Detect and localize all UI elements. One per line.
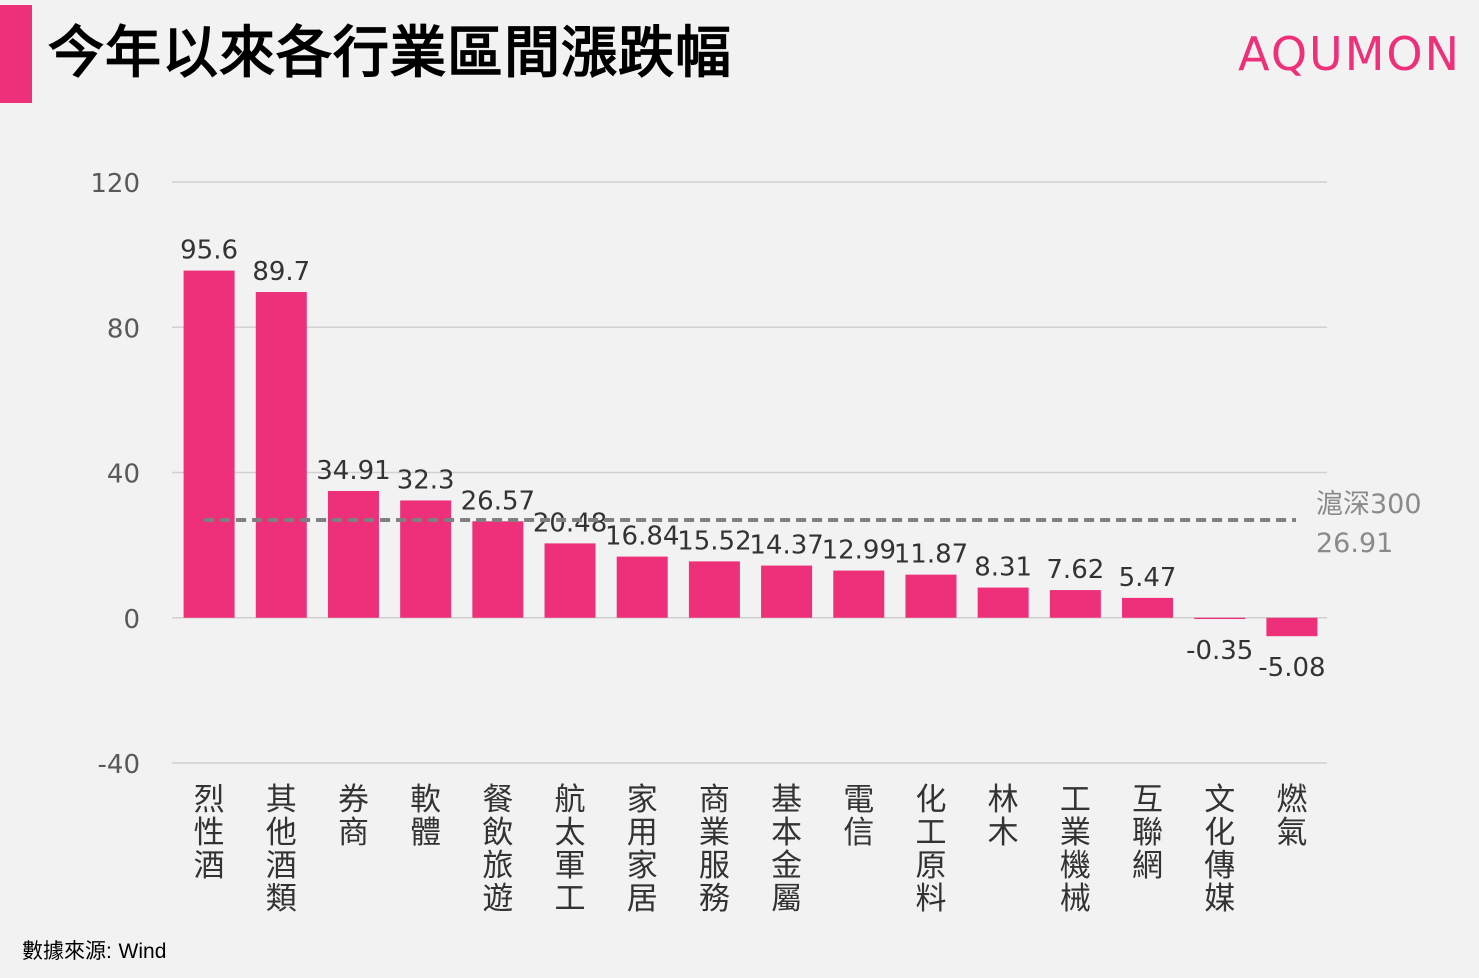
x-category-label: 文化傳媒 <box>1204 782 1235 917</box>
x-category-label: 工業機械 <box>1060 782 1091 917</box>
bar-value-label: 26.57 <box>461 486 535 516</box>
bar-value-label: 89.7 <box>252 257 310 287</box>
x-category-label: 券商 <box>338 782 369 851</box>
y-tick-label: 40 <box>107 460 140 490</box>
data-source: 數據來源: Wind <box>22 936 166 967</box>
bar <box>1194 617 1246 620</box>
x-category-label: 化工原料 <box>915 782 946 917</box>
bar-value-label: 8.31 <box>974 553 1032 583</box>
bar <box>977 587 1029 618</box>
bar <box>833 570 885 618</box>
bar-value-label: 11.87 <box>894 540 968 570</box>
bar <box>1122 597 1174 618</box>
bar <box>544 543 596 618</box>
bar-value-label: -0.35 <box>1186 636 1253 666</box>
x-category-label: 商業服務 <box>699 782 730 917</box>
x-category-label: 烈性酒 <box>194 782 225 884</box>
x-category-label: 互聯網 <box>1132 782 1163 884</box>
bar <box>183 270 235 618</box>
x-category-label: 軟體 <box>410 782 441 851</box>
bar-value-label: 14.37 <box>749 531 823 561</box>
y-tick-label: -40 <box>98 750 140 780</box>
reference-value-label: 26.91 <box>1316 528 1393 559</box>
x-category-label: 基本金屬 <box>771 782 802 917</box>
title-accent-bar <box>0 5 32 103</box>
bar <box>255 292 307 618</box>
chart-title: 今年以來各行業區間漲跌幅 <box>48 21 732 86</box>
x-category-label: 燃氣 <box>1276 782 1307 851</box>
bar-value-label: 12.99 <box>822 536 896 566</box>
y-tick-label: 0 <box>123 605 140 635</box>
bar <box>1266 617 1318 637</box>
bar-value-label: 7.62 <box>1046 555 1104 585</box>
x-category-label: 其他酒類 <box>266 782 297 917</box>
bar <box>905 574 957 618</box>
bar-value-label: 16.84 <box>605 522 679 552</box>
bar <box>400 500 452 618</box>
bar-value-label: 20.48 <box>533 508 607 538</box>
x-category-label: 餐飲旅遊 <box>482 782 513 917</box>
y-tick-label: 120 <box>90 169 140 199</box>
bar-value-label: 95.6 <box>180 236 238 266</box>
bar-value-label: 15.52 <box>677 526 751 556</box>
x-category-label: 航太軍工 <box>555 782 586 917</box>
bar <box>616 556 668 618</box>
y-tick-label: 80 <box>107 314 140 344</box>
data-source-value: Wind <box>118 940 167 963</box>
bar <box>688 561 740 618</box>
bar-value-label: 34.91 <box>316 456 390 486</box>
x-category-label: 家用家居 <box>627 782 658 917</box>
x-category-label: 電信 <box>843 782 874 851</box>
bar <box>761 565 813 618</box>
bar-value-label: 5.47 <box>1119 563 1177 593</box>
x-category-label: 林木 <box>988 782 1019 851</box>
data-source-label: 數據來源: <box>22 940 112 963</box>
bar <box>327 490 379 618</box>
bar-value-label: -5.08 <box>1258 653 1325 683</box>
reference-name-label: 滬深300 <box>1316 489 1422 520</box>
brand-logo: AQUMON <box>1238 27 1461 81</box>
bar <box>1049 590 1101 618</box>
bar <box>472 521 524 618</box>
bar-value-label: 32.3 <box>397 465 455 495</box>
